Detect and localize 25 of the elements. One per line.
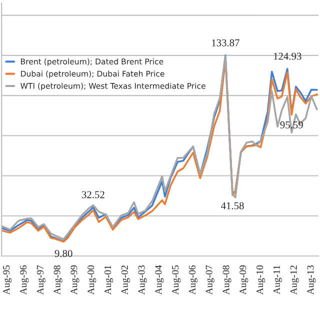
x-tick-label: Aug-11 (273, 266, 282, 294)
x-tick-label: Aug-08 (222, 265, 232, 295)
x-tick-label: Aug-07 (206, 265, 214, 295)
x-tick-label: Aug-03 (138, 265, 147, 295)
x-tick-label: Aug-98 (54, 265, 62, 295)
x-tick-label: Aug-09 (240, 265, 248, 295)
x-tick-label: Aug-13 (307, 265, 316, 295)
x-tick-label: Aug-99 (70, 265, 80, 295)
x-tick-label: Aug-97 (36, 265, 46, 295)
annotation: 95.59 (280, 121, 303, 128)
annotation: 41.58 (221, 202, 244, 210)
x-tick-label: Aug-12 (290, 266, 299, 295)
annotation: 9.80 (54, 250, 72, 258)
x-tick-label: Aug-10 (256, 265, 266, 295)
x-tick-label: Aug-02 (121, 266, 130, 295)
x-tick-label: Aug-05 (172, 265, 181, 295)
x-tick-label: Aug-00 (88, 265, 96, 295)
x-tick-label: Aug-04 (155, 265, 164, 295)
x-tick-label: Aug-96 (20, 265, 29, 295)
x-tick-label: Aug-01 (104, 266, 114, 295)
annotation: 32.52 (82, 191, 104, 198)
annotation: 133.87 (212, 39, 240, 46)
x-tick-label: Aug-06 (188, 265, 198, 295)
x-tick-label: Aug-95 (3, 265, 12, 295)
annotation: 124.93 (274, 52, 302, 60)
